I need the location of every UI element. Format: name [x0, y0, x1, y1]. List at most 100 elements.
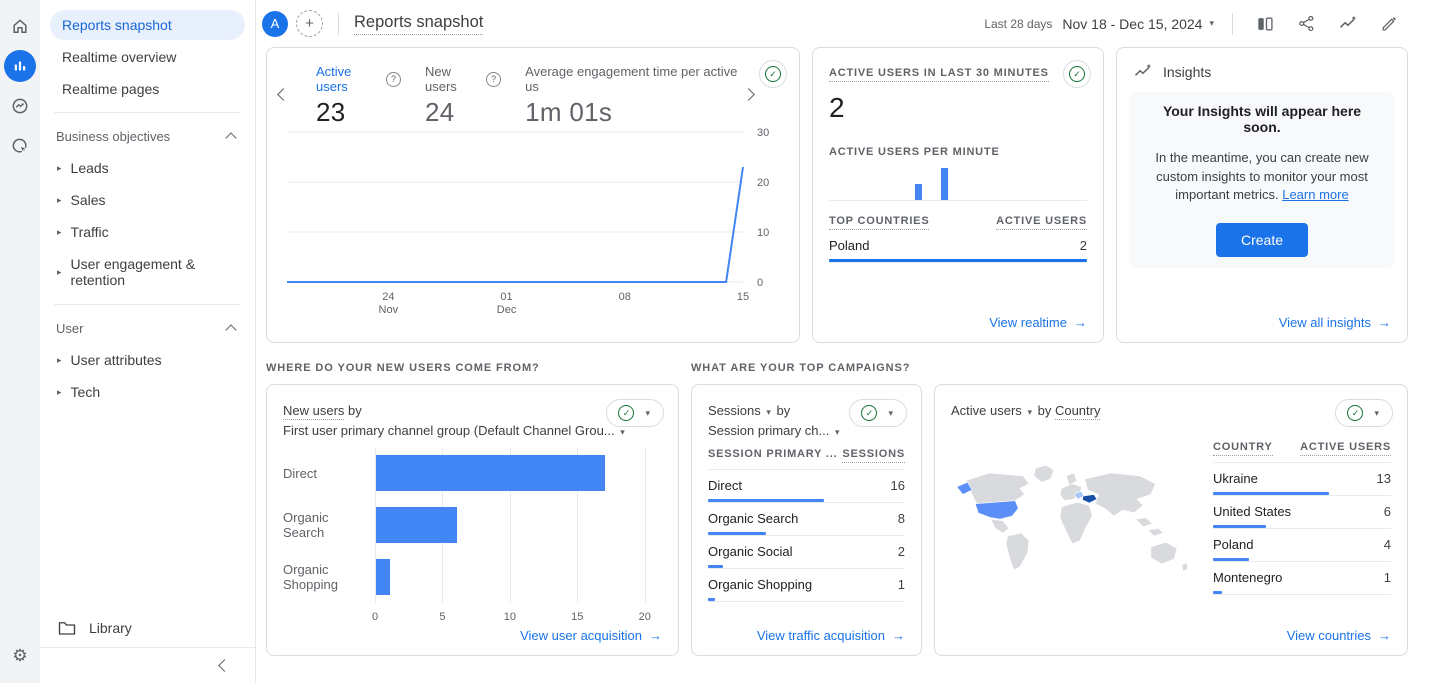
expand-arrow-icon: [57, 228, 62, 237]
dimension-selector[interactable]: First user primary channel group (Defaul…: [283, 423, 627, 438]
sidebar-item-sales[interactable]: Sales: [40, 184, 255, 216]
sidebar-item-realtime-pages[interactable]: Realtime pages: [50, 74, 245, 104]
dimension-selector[interactable]: Country: [1054, 403, 1101, 420]
svg-text:10: 10: [757, 227, 769, 239]
main-area: A Reports snapshot Last 28 days Nov 18 -…: [256, 0, 1445, 683]
data-quality-dropdown[interactable]: [1335, 399, 1393, 427]
divider: [338, 12, 339, 35]
insights-body-text: In the meantime, you can create new cust…: [1155, 149, 1369, 203]
column-header[interactable]: TOP COUNTRIES: [829, 215, 930, 230]
metric-label: Active users: [316, 64, 352, 94]
help-icon[interactable]: [385, 71, 401, 87]
row-label: Organic Search: [708, 511, 799, 526]
column-header[interactable]: COUNTRY: [1213, 441, 1273, 456]
row-value: 2: [897, 544, 905, 559]
folder-icon: [58, 622, 76, 635]
view-traffic-acquisition-link[interactable]: View traffic acquisition: [757, 628, 905, 643]
insights-icon[interactable]: [1338, 14, 1358, 34]
link-label: View realtime: [989, 315, 1067, 330]
row-value: 4: [1383, 537, 1391, 552]
topbar-icons: [1232, 12, 1399, 35]
sidebar-item-user-engagement[interactable]: User engagement & retention: [40, 248, 255, 296]
sidebar-section-user[interactable]: User: [40, 313, 255, 344]
view-all-insights-link[interactable]: View all insights: [1279, 315, 1391, 330]
metric-active-users[interactable]: Active users 23: [316, 64, 401, 128]
gridline: [644, 447, 646, 603]
column-header[interactable]: SESSIONS: [842, 448, 905, 463]
gridline: [577, 447, 579, 603]
row-value: 1: [897, 577, 905, 592]
sidebar-section-business-objectives[interactable]: Business objectives: [40, 121, 255, 152]
explore-icon[interactable]: [4, 90, 36, 122]
row-bar: [1213, 591, 1222, 594]
share-icon[interactable]: [1297, 14, 1316, 33]
add-comparison-button[interactable]: [296, 10, 323, 37]
row-label: Poland: [829, 238, 870, 253]
metric-selector[interactable]: Active users: [951, 403, 1038, 418]
link-label: View user acquisition: [520, 628, 642, 643]
category-label: Organic Shopping: [283, 562, 338, 592]
avatar[interactable]: A: [262, 10, 288, 37]
date-range-value: Nov 18 - Dec 15, 2024: [1062, 15, 1203, 32]
create-insight-button[interactable]: Create: [1215, 223, 1309, 258]
sidebar-item-user-attributes[interactable]: User attributes: [40, 344, 255, 376]
sidebar-item-label: User engagement & retention: [70, 256, 196, 288]
sidebar-item-leads[interactable]: Leads: [40, 152, 255, 184]
metric-value: 24: [424, 97, 455, 127]
sidebar-item-realtime-overview[interactable]: Realtime overview: [50, 42, 245, 72]
sidebar-item-tech[interactable]: Tech: [40, 376, 255, 408]
countries-table: COUNTRY ACTIVE USERS Ukraine 13 United Sta…: [1213, 441, 1391, 595]
row-bar: [708, 598, 716, 601]
svg-text:Dec: Dec: [497, 304, 517, 316]
admin-settings-icon[interactable]: ⚙: [4, 639, 36, 671]
collapse-sidebar-button[interactable]: [40, 647, 255, 683]
insights-headline: Your Insights will appear here soon.: [1162, 102, 1362, 135]
gear-icon: ⚙: [12, 645, 28, 665]
home-icon[interactable]: [4, 10, 36, 42]
link-label: View all insights: [1278, 315, 1371, 330]
data-quality-dropdown[interactable]: [606, 399, 664, 427]
data-quality-badge[interactable]: [1063, 60, 1091, 88]
realtime-value: 2: [829, 92, 845, 123]
reports-icon[interactable]: [4, 50, 36, 82]
edit-icon[interactable]: [1380, 14, 1399, 33]
sidebar-item-label: Reports snapshot: [62, 17, 172, 33]
learn-more-link[interactable]: Learn more: [1282, 187, 1349, 203]
help-icon[interactable]: [486, 71, 502, 87]
metric-selector[interactable]: Sessions: [708, 403, 777, 418]
per-minute-label: ACTIVE USERS PER MINUTE: [829, 146, 1000, 158]
advertising-icon[interactable]: [4, 130, 36, 162]
column-header: SESSION PRIMARY ...: [708, 448, 838, 460]
channel-bar: [376, 507, 457, 543]
countries-table-body: Ukraine 13 United States 6 Poland 4 Montenegro…: [1213, 463, 1391, 595]
data-quality-dropdown[interactable]: [849, 399, 907, 427]
sidebar-item-reports-snapshot[interactable]: Reports snapshot: [50, 10, 245, 40]
realtime-title[interactable]: ACTIVE USERS IN LAST 30 MINUTES: [829, 67, 1049, 82]
world-map: [956, 464, 1189, 573]
compare-reports-icon[interactable]: [1255, 14, 1275, 34]
sidebar-footer: Library: [40, 609, 255, 683]
sidebar-item-library[interactable]: Library: [40, 609, 255, 647]
date-range-selector[interactable]: Nov 18 - Dec 15, 2024: [1062, 16, 1214, 32]
row-value: 16: [890, 478, 905, 493]
previous-metrics-button[interactable]: [275, 82, 292, 108]
insights-empty-state: Your Insights will appear here soon. In …: [1129, 92, 1395, 268]
expand-arrow-icon: [57, 356, 62, 365]
column-header[interactable]: ACTIVE USERS: [1300, 441, 1391, 456]
data-quality-badge[interactable]: [759, 60, 787, 88]
metric-selector[interactable]: New users: [283, 403, 345, 420]
column-header[interactable]: ACTIVE USERS: [996, 215, 1087, 230]
view-countries-link[interactable]: View countries: [1287, 628, 1391, 643]
next-metrics-button[interactable]: [740, 82, 757, 108]
metric-new-users[interactable]: New users 24: [424, 64, 502, 128]
view-realtime-link[interactable]: View realtime: [989, 315, 1087, 330]
check-circle-icon: [765, 66, 781, 82]
sidebar-item-traffic[interactable]: Traffic: [40, 216, 255, 248]
row-label: Poland: [1213, 537, 1254, 552]
svg-text:24: 24: [382, 291, 394, 303]
dimension-selector[interactable]: Session primary ch...: [708, 423, 842, 438]
metric-avg-engagement-time[interactable]: Average engagement time per active us 1m…: [525, 64, 740, 128]
view-user-acquisition-link[interactable]: View user acquisition: [520, 628, 662, 643]
overview-metrics-card: Active users 23 New users 24: [266, 47, 800, 343]
chevron-up-icon: [225, 324, 237, 336]
